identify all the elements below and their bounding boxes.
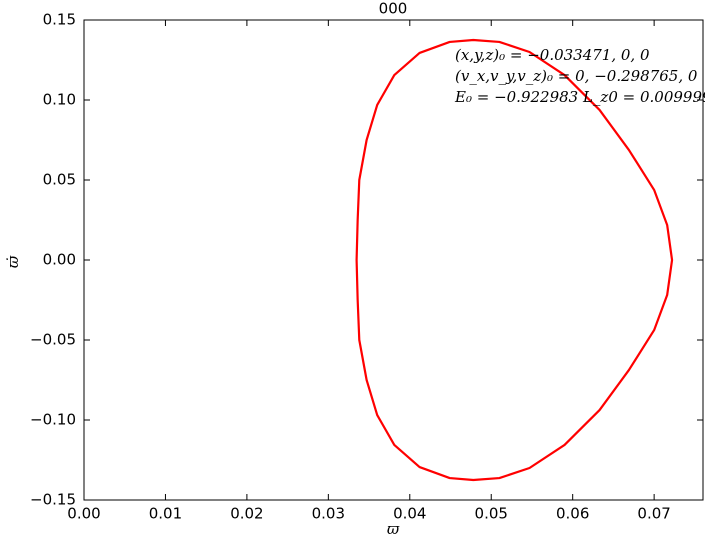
- plot-frame: [83, 19, 704, 501]
- annotation: (x,y,z)₀ = −0.033471, 0, 0: [455, 46, 650, 64]
- x-tick-label: 0.07: [637, 505, 670, 523]
- series-line: [355, 38, 674, 482]
- x-tick-label: 0.03: [312, 505, 345, 523]
- annotation: E₀ = −0.922983 L_z0 = 0.00999996: [454, 88, 705, 106]
- x-tick-label: 0.04: [393, 505, 426, 523]
- x-tick-label: 0.00: [67, 505, 100, 523]
- plot-area: 0.00 0.01 0.02 0.03 0.04 0.05 0.06 0.07 −0.15 −0.…: [30, 11, 705, 523]
- y-tick-label: −0.10: [30, 411, 76, 429]
- y-tick-label: 0.05: [43, 171, 76, 189]
- chart-title: 000: [379, 0, 408, 18]
- y-axis-label: ϖ̇: [4, 255, 22, 268]
- x-tick-label: 0.05: [475, 505, 508, 523]
- annotation: (v_x,v_y,v_z)₀ = 0, −0.298765, 0: [455, 67, 698, 85]
- y-tick-label: −0.15: [30, 491, 76, 509]
- x-tick-label: 0.02: [230, 505, 263, 523]
- y-tick-label: 0.00: [43, 251, 76, 269]
- y-tick-label: 0.10: [43, 91, 76, 109]
- y-tick-label: 0.15: [43, 11, 76, 29]
- x-axis-label: ϖ: [387, 520, 400, 538]
- x-tick-label: 0.06: [556, 505, 589, 523]
- x-tick-label: 0.01: [149, 505, 182, 523]
- y-tick-label: −0.05: [30, 331, 76, 349]
